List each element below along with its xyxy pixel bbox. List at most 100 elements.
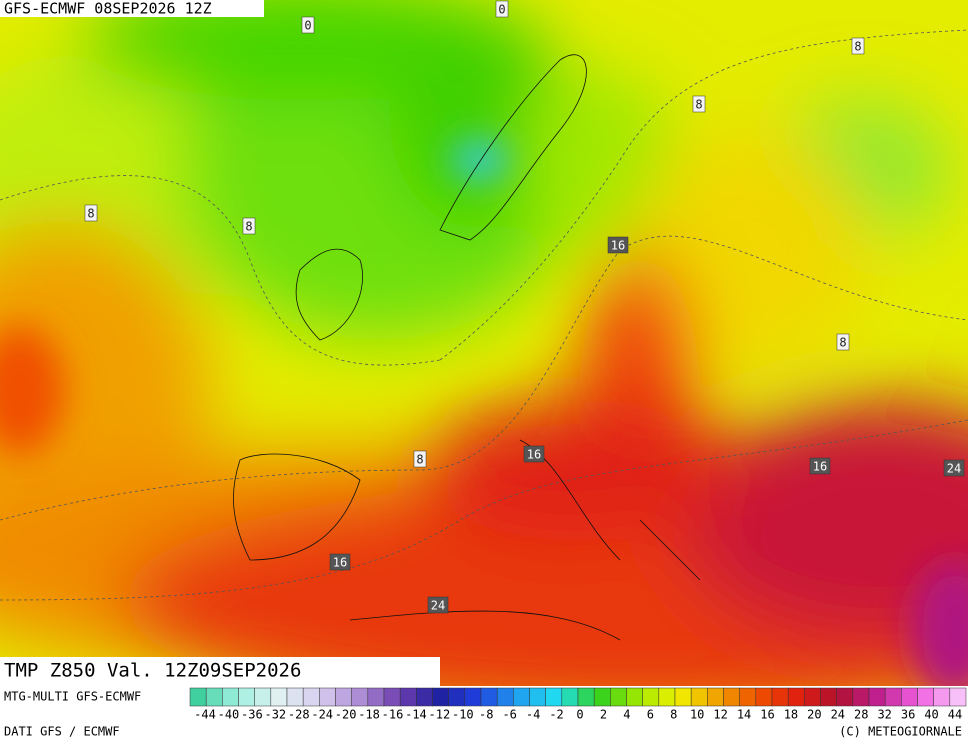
contour-label-box [692, 95, 706, 113]
contour-label: 24 [947, 462, 961, 476]
scale-swatch [690, 687, 708, 707]
scale-label: -12 [429, 708, 451, 722]
scale-swatch [610, 687, 627, 707]
scale-swatch [238, 687, 255, 707]
scale-swatch [432, 687, 449, 707]
scale-swatch [626, 687, 643, 707]
scale-label: -6 [502, 708, 516, 722]
scale-label: 24 [831, 708, 845, 722]
contour-label: 16 [611, 239, 625, 253]
scale-swatch [674, 687, 692, 707]
contour-label: 8 [839, 336, 846, 350]
scale-label: -28 [288, 708, 310, 722]
scale-label: -44 [194, 708, 216, 722]
scale-label: 36 [901, 708, 915, 722]
scale-label: -2 [549, 708, 563, 722]
contour-label-box [413, 450, 427, 468]
scale-label: -18 [358, 708, 380, 722]
scale-swatch [884, 687, 902, 707]
scale-swatch [577, 687, 595, 707]
scale-swatch [820, 687, 837, 707]
scale-label: -20 [335, 708, 357, 722]
scale-swatch [399, 687, 417, 707]
scale-label: -24 [311, 708, 333, 722]
scale-swatch [286, 687, 304, 707]
scale-swatch [755, 687, 773, 707]
scale-swatch [222, 687, 239, 707]
scale-swatch [901, 687, 918, 707]
scale-swatch [496, 687, 514, 707]
scale-swatch [335, 687, 352, 707]
scale-label: -4 [526, 708, 540, 722]
contour-label-box [607, 236, 629, 254]
scale-label: 20 [807, 708, 821, 722]
contour-label-box [427, 596, 449, 614]
scale-label: 28 [854, 708, 868, 722]
scale-swatch [658, 687, 676, 707]
contour-label: 8 [416, 453, 423, 467]
scale-swatch [254, 687, 272, 707]
scale-label: 44 [948, 708, 962, 722]
contour-label-box [329, 553, 351, 571]
scale-label: -40 [218, 708, 240, 722]
contour-label-box [851, 37, 865, 55]
scale-label: 40 [924, 708, 938, 722]
scale-swatch [513, 687, 530, 707]
contour-label: 0 [498, 3, 505, 17]
contour-label-box [84, 204, 98, 222]
scale-label: 10 [690, 708, 704, 722]
scale-swatch [739, 687, 757, 707]
scale-swatch [383, 687, 401, 707]
contour-label-box [523, 445, 545, 463]
contour-label: 16 [527, 448, 541, 462]
contour-label: 0 [304, 19, 311, 33]
scale-swatch [367, 687, 385, 707]
scale-swatch [351, 687, 369, 707]
scale-label: 14 [737, 708, 751, 722]
scale-label: 0 [576, 708, 583, 722]
scale-label: 6 [647, 708, 654, 722]
scale-swatch [723, 687, 740, 707]
scale-swatch [771, 687, 789, 707]
scale-swatch [448, 687, 466, 707]
scale-swatch [642, 687, 660, 707]
scale-swatch [868, 687, 886, 707]
scale-swatch [464, 687, 482, 707]
scale-swatch [707, 687, 724, 707]
scale-swatch [836, 687, 854, 707]
scale-swatch [189, 687, 207, 707]
scale-swatch [787, 687, 805, 707]
scale-swatch [416, 687, 433, 707]
contour-label: 24 [431, 599, 445, 613]
scale-swatch [933, 687, 951, 707]
contour-label-box [943, 459, 965, 477]
field-label: TMP Z850 Val. 12Z09SEP2026 [4, 660, 301, 682]
header-box [0, 0, 264, 17]
scale-label: -14 [405, 708, 427, 722]
scale-swatch [852, 687, 870, 707]
scale-label: 18 [784, 708, 798, 722]
model-label: MTG-MULTI GFS-ECMWF [4, 690, 141, 704]
scale-label: 32 [877, 708, 891, 722]
coastlines [233, 54, 701, 641]
contour-label-box [836, 333, 850, 351]
scale-swatch [545, 687, 563, 707]
scale-label: 16 [760, 708, 774, 722]
scale-swatch [529, 687, 546, 707]
contour-lines [0, 29, 968, 601]
contour-label-box [809, 457, 831, 475]
source-label: DATI GFS / ECMWF [4, 725, 120, 739]
contour-label: 8 [854, 40, 861, 54]
scale-swatch [205, 687, 223, 707]
contour-label: 16 [813, 460, 827, 474]
scale-swatch [319, 687, 336, 707]
contour-label-box [301, 16, 315, 34]
contour-label: 8 [695, 98, 702, 112]
contour-label-box [495, 0, 509, 18]
scale-label: -36 [241, 708, 263, 722]
scale-label: -8 [479, 708, 493, 722]
scale-swatch [917, 687, 934, 707]
scale-label: 12 [713, 708, 727, 722]
contour-label: 8 [87, 207, 94, 221]
